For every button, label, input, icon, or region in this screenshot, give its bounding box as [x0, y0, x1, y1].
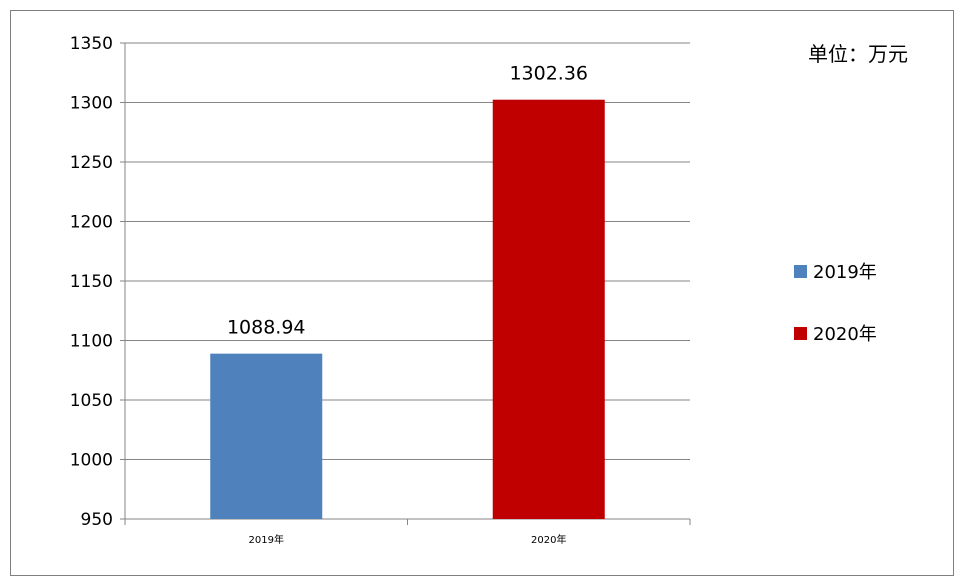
y-tick-label: 1150	[70, 272, 113, 292]
legend-item-2020: 2020年	[794, 318, 877, 348]
y-tick-label: 1050	[70, 391, 113, 411]
bar-2020年	[492, 99, 605, 520]
legend-item-2019: 2019年	[794, 256, 877, 286]
y-tick-label: 1100	[70, 332, 113, 352]
legend: 2019年 2020年	[794, 256, 877, 380]
data-label: 1302.36	[509, 63, 588, 85]
y-tick-label: 1000	[70, 451, 113, 471]
legend-swatch-2019	[794, 264, 807, 278]
legend-swatch-2020	[794, 326, 807, 340]
y-tick-label: 1200	[70, 213, 113, 233]
y-tick-label: 1350	[70, 34, 113, 54]
y-tick-label: 1300	[70, 94, 113, 114]
data-label: 1088.94	[227, 317, 306, 339]
x-tick-label: 2019年	[249, 533, 284, 546]
legend-label-2020: 2020年	[813, 324, 877, 345]
unit-label: 单位：万元	[808, 42, 908, 66]
y-tick-label: 1250	[70, 153, 113, 173]
chart-frame	[10, 10, 954, 576]
bar-2019年	[210, 353, 323, 519]
legend-label-2019: 2019年	[813, 262, 877, 283]
x-tick-label: 2020年	[531, 533, 566, 546]
y-tick-label: 950	[81, 510, 113, 530]
